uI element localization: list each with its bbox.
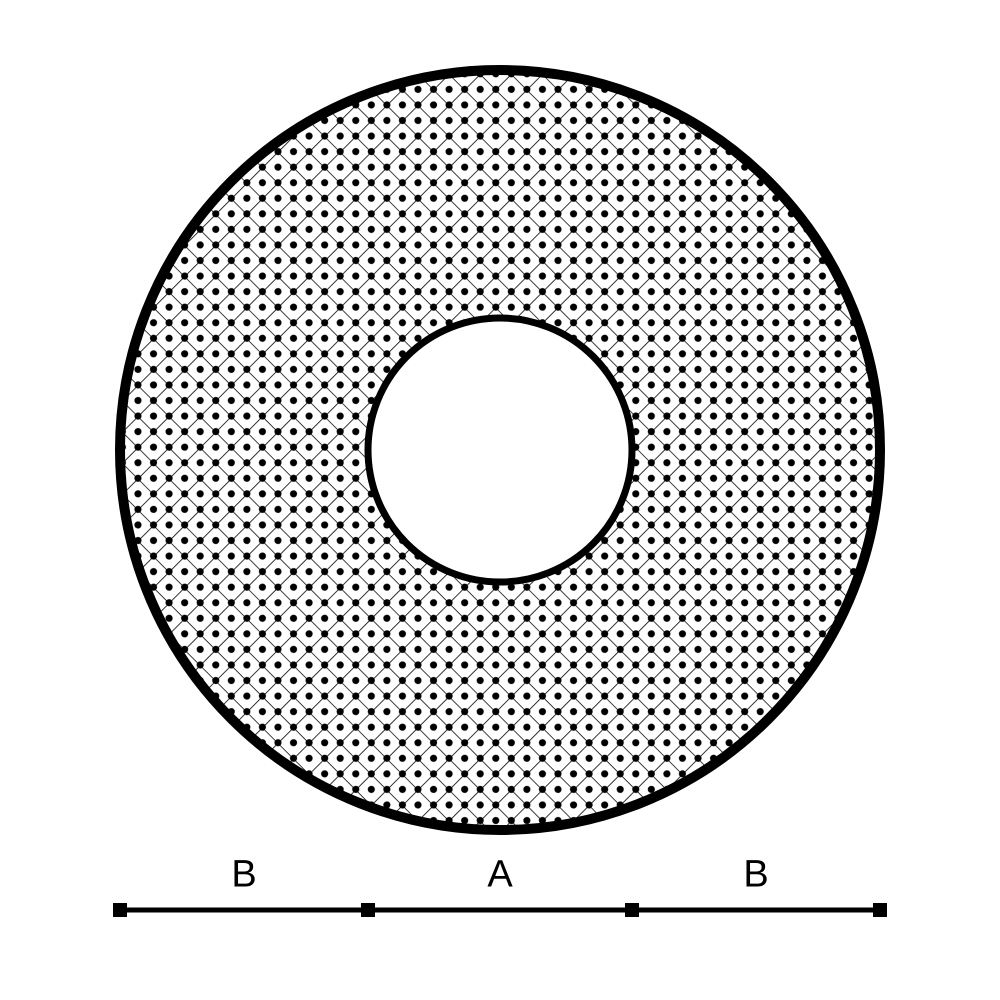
inner-circle-outline: [368, 318, 632, 582]
dimension-tick: [625, 903, 639, 917]
dimension-label-b-right: B: [743, 854, 768, 897]
diagram-canvas: B A B: [0, 0, 1000, 1000]
dimension-label-a: A: [487, 854, 512, 897]
dimension-tick: [113, 903, 127, 917]
dimension-label-b-left: B: [231, 854, 256, 897]
dimension-tick: [873, 903, 887, 917]
cross-section-svg: [0, 0, 1000, 1000]
dimension-tick: [361, 903, 375, 917]
